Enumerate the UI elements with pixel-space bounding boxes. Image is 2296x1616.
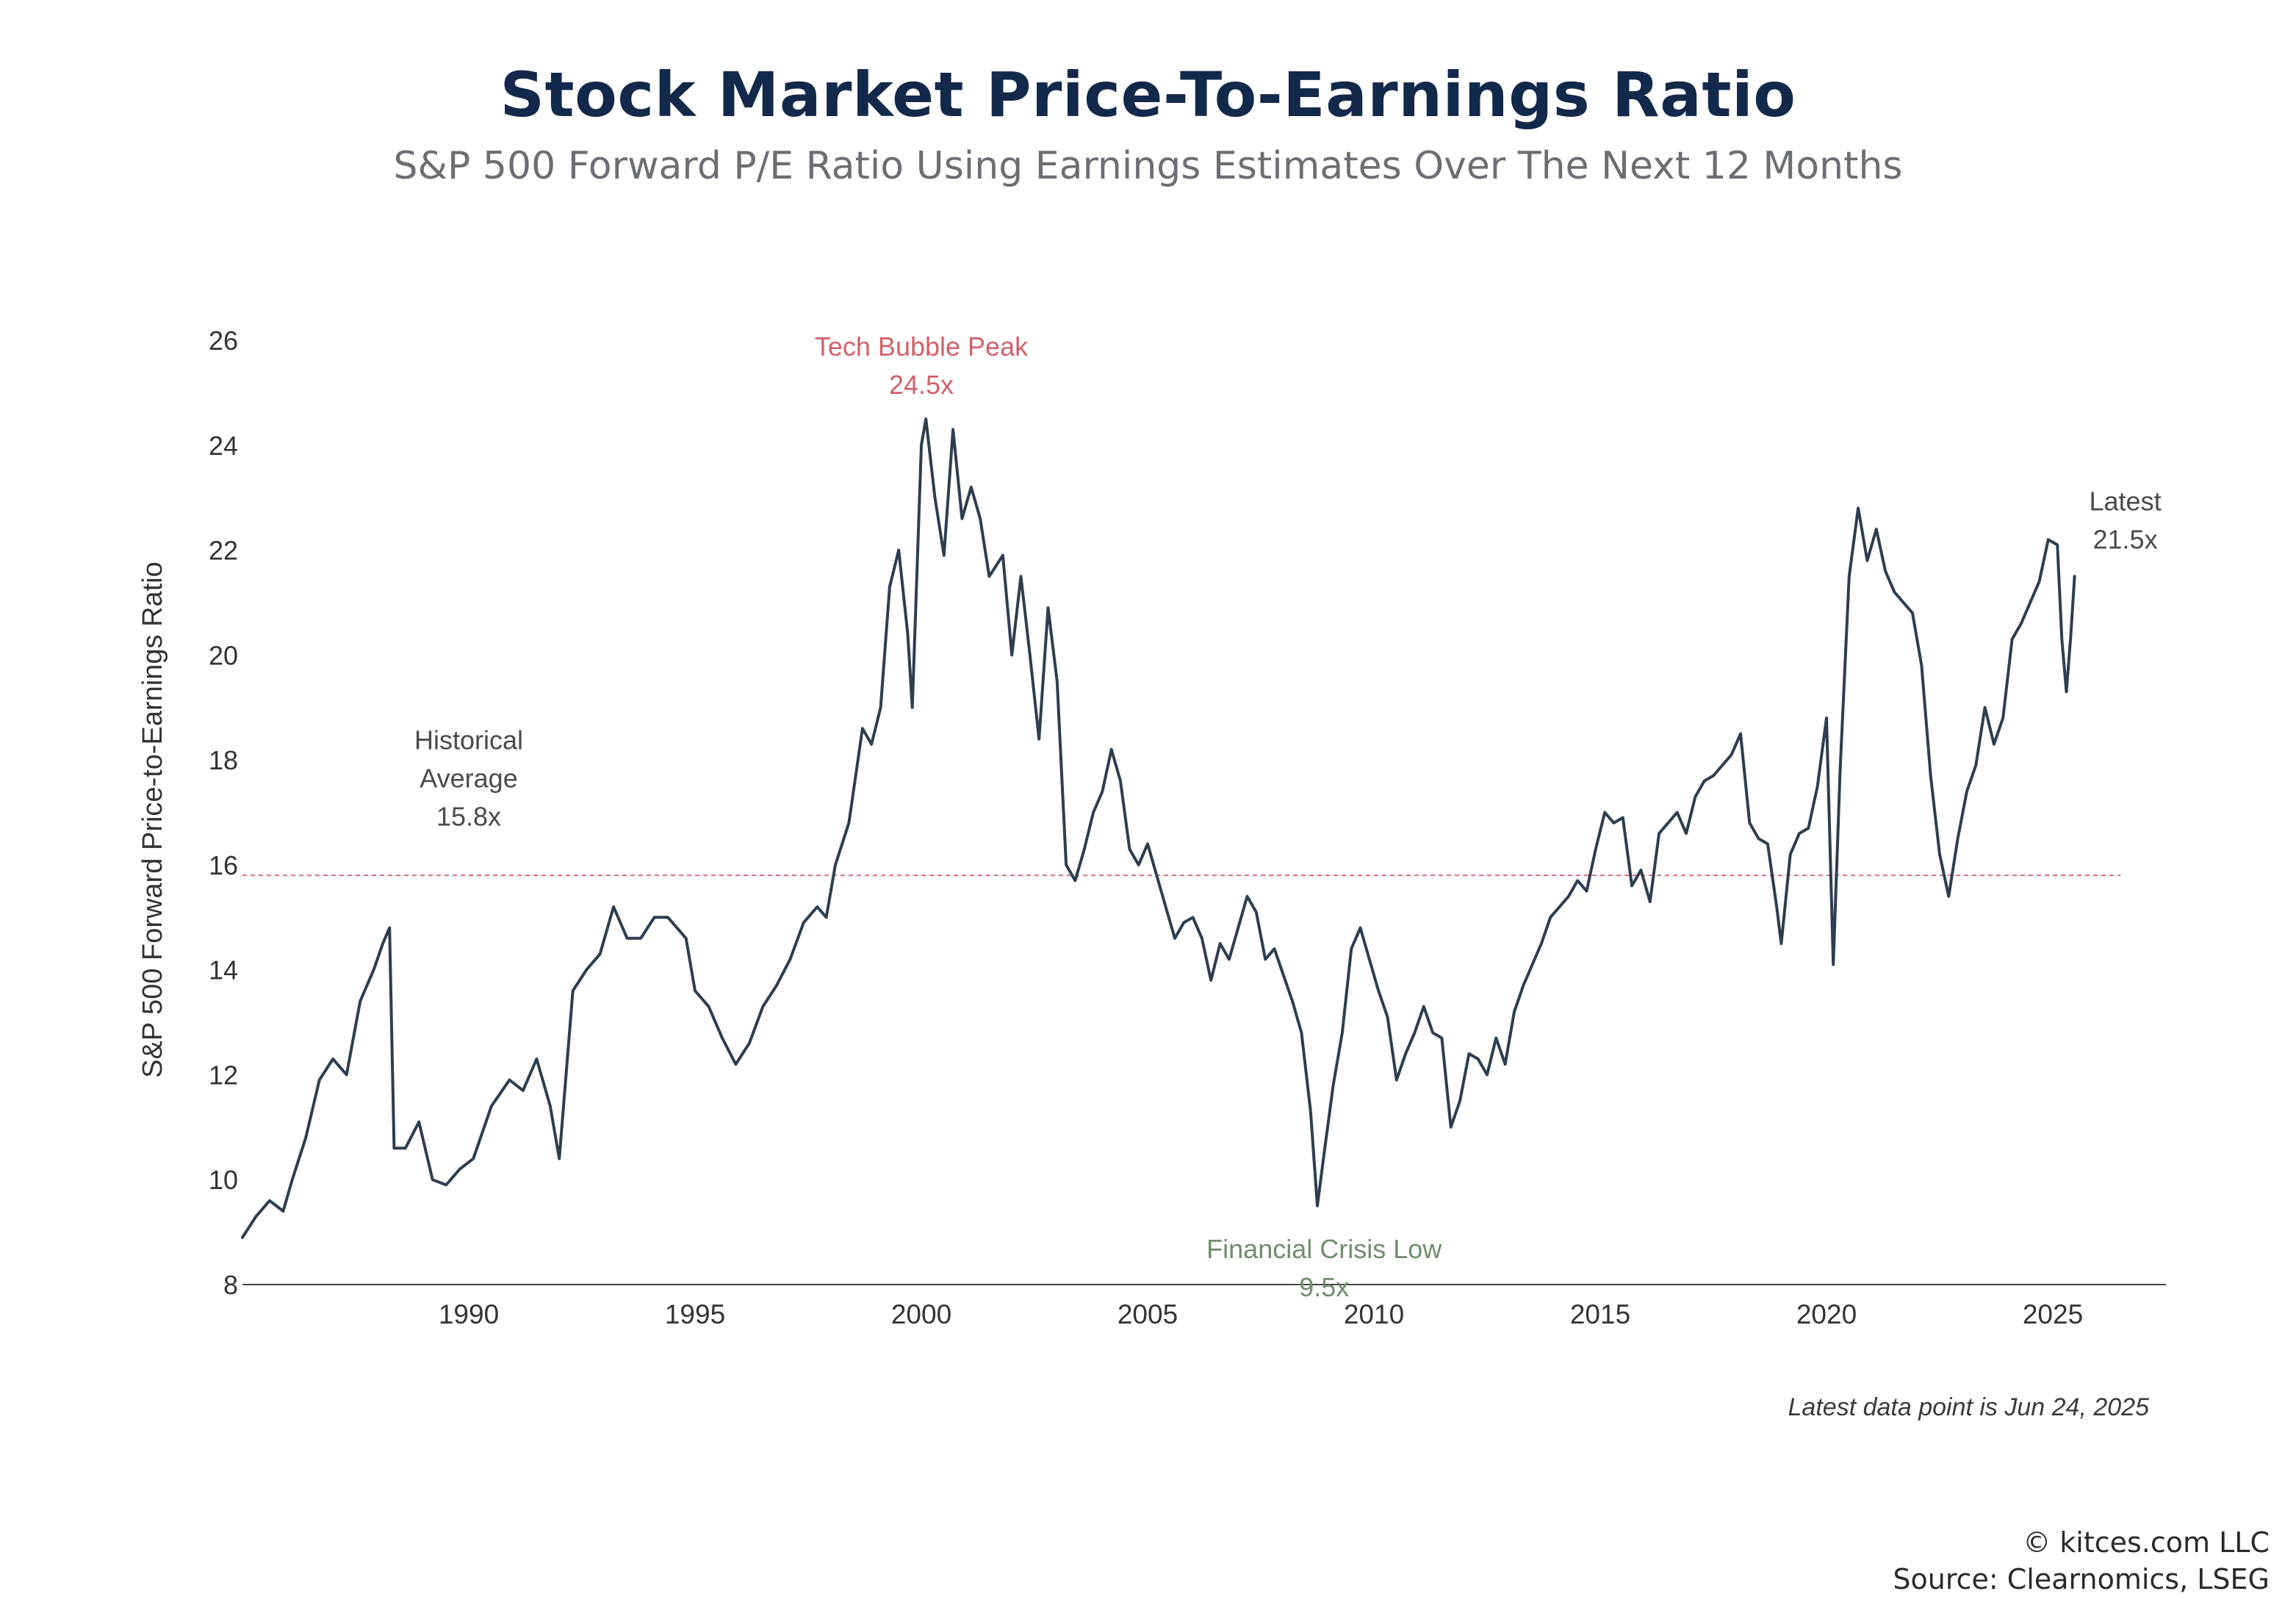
- annotation-hist-line-2: Average: [420, 764, 517, 794]
- x-tick-label: 1995: [665, 1299, 725, 1329]
- latest-data-footnote: Latest data point is Jun 24, 2025: [1788, 1393, 2149, 1421]
- x-tick-label: 2025: [2023, 1299, 2083, 1329]
- x-tick-label: 2020: [1796, 1299, 1857, 1329]
- x-tick-label: 2005: [1118, 1299, 1178, 1329]
- chart-subtitle: S&P 500 Forward P/E Ratio Using Earnings…: [393, 144, 1903, 188]
- chart-title: Stock Market Price-To-Earnings Ratio: [500, 59, 1796, 131]
- y-tick-label: 16: [209, 850, 238, 880]
- annotation-latest-line-1: Latest: [2090, 486, 2162, 517]
- y-tick-label: 18: [209, 745, 238, 775]
- y-tick-label: 10: [209, 1165, 238, 1195]
- annotation-fin-line-2: 9.5x: [1299, 1272, 1349, 1302]
- annotation-latest-line-2: 21.5x: [2093, 525, 2158, 555]
- x-tick-label: 1990: [439, 1299, 499, 1329]
- source-text: Source: Clearnomics, LSEG: [1893, 1563, 2270, 1595]
- annotation-fin-line-1: Financial Crisis Low: [1206, 1234, 1442, 1264]
- annotation-hist-line-1: Historical: [414, 725, 523, 755]
- annotation-tech-line-2: 24.5x: [889, 370, 954, 400]
- x-tick-label: 2010: [1344, 1299, 1404, 1329]
- footer: © kitces.com LLC Source: Clearnomics, LS…: [1893, 1524, 2270, 1598]
- y-tick-label: 12: [209, 1060, 238, 1090]
- annotation-hist-line-3: 15.8x: [436, 802, 501, 832]
- annotation-tech-line-1: Tech Bubble Peak: [815, 331, 1029, 362]
- y-tick-label: 24: [209, 431, 238, 461]
- x-tick-label: 2000: [891, 1299, 951, 1329]
- y-axis-label: S&P 500 Forward Price-to-Earnings Ratio: [137, 561, 168, 1078]
- pe-ratio-line: [241, 417, 2076, 1239]
- y-tick-label: 26: [209, 326, 238, 356]
- x-tick-label: 2015: [1570, 1299, 1630, 1329]
- y-tick-label: 14: [209, 955, 238, 985]
- copyright-text: © kitces.com LLC: [2023, 1526, 2270, 1559]
- y-tick-label: 22: [209, 536, 238, 566]
- y-tick-label: 8: [223, 1270, 238, 1300]
- y-tick-label: 20: [209, 640, 238, 670]
